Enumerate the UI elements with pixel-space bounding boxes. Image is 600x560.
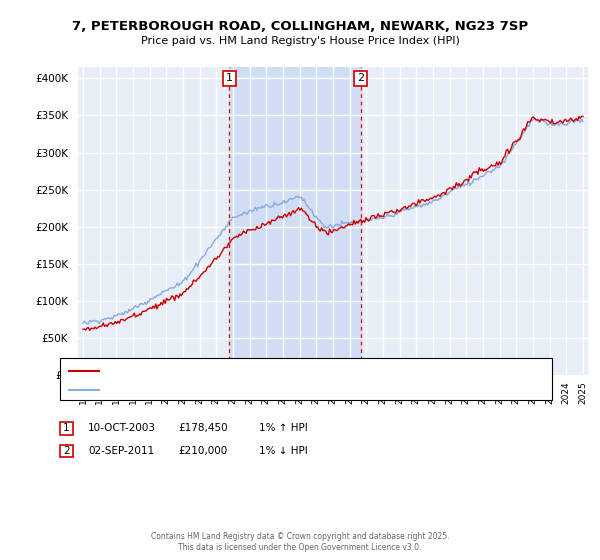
Text: £210,000: £210,000 (178, 446, 227, 456)
Text: 1: 1 (226, 73, 233, 83)
Text: Price paid vs. HM Land Registry's House Price Index (HPI): Price paid vs. HM Land Registry's House … (140, 36, 460, 46)
Text: £178,450: £178,450 (178, 423, 228, 433)
Text: 02-SEP-2011: 02-SEP-2011 (88, 446, 154, 456)
Text: Contains HM Land Registry data © Crown copyright and database right 2025.
This d: Contains HM Land Registry data © Crown c… (151, 532, 449, 552)
Text: 7, PETERBOROUGH ROAD, COLLINGHAM, NEWARK, NG23 7SP: 7, PETERBOROUGH ROAD, COLLINGHAM, NEWARK… (72, 20, 528, 32)
Text: 1% ↓ HPI: 1% ↓ HPI (259, 446, 308, 456)
Text: 2: 2 (63, 446, 70, 456)
Text: 2: 2 (357, 73, 364, 83)
Text: 7, PETERBOROUGH ROAD, COLLINGHAM, NEWARK, NG23 7SP (detached house): 7, PETERBOROUGH ROAD, COLLINGHAM, NEWARK… (105, 366, 496, 376)
Text: HPI: Average price, detached house, Newark and Sherwood: HPI: Average price, detached house, Newa… (105, 385, 396, 395)
Text: 1: 1 (63, 423, 70, 433)
Bar (229, 67, 361, 375)
Text: 10-OCT-2003: 10-OCT-2003 (88, 423, 156, 433)
Text: 1% ↑ HPI: 1% ↑ HPI (259, 423, 308, 433)
